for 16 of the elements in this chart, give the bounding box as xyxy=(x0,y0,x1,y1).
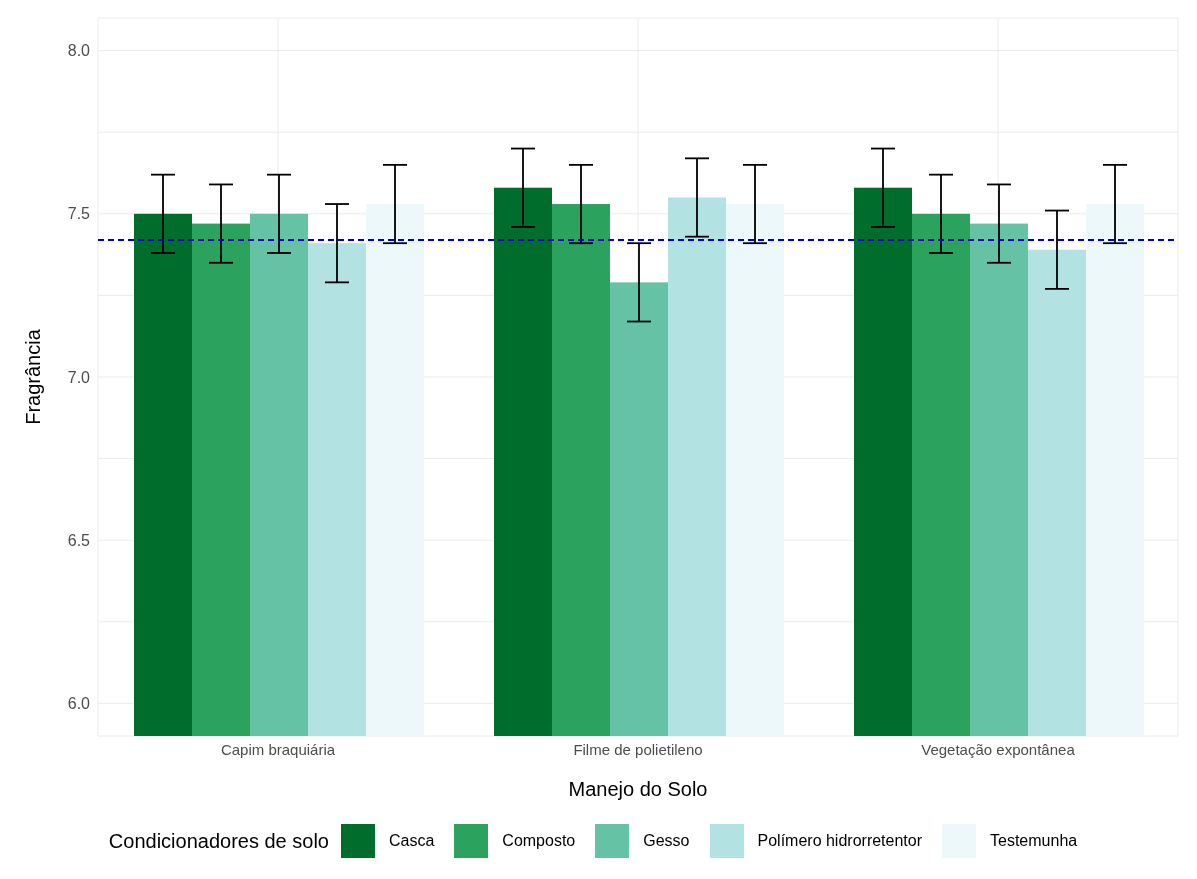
y-tick-label: 7.0 xyxy=(67,368,91,386)
legend-label: Testemunha xyxy=(989,831,1078,851)
x-tick-label: Capim braquiária xyxy=(220,740,336,758)
x-tick-label: Vegetação expontânea xyxy=(921,740,1076,758)
legend-label: Composto xyxy=(501,831,576,851)
y-axis-title: Fragrância xyxy=(22,328,45,425)
legend-label: Polímero hidrorretentor xyxy=(756,831,923,851)
legend-title: Condicionadores de solo xyxy=(108,829,329,853)
y-tick-label: 6.0 xyxy=(67,695,91,713)
y-tick-label: 7.5 xyxy=(67,205,91,223)
legend-label: Casca xyxy=(387,831,435,851)
y-tick-label: 8.0 xyxy=(67,42,91,60)
legend-label: Gesso xyxy=(642,831,690,851)
x-tick-label: Filme de polietileno xyxy=(573,740,703,758)
y-tick-label: 6.5 xyxy=(67,531,91,549)
x-axis-title: Manejo do Solo xyxy=(568,778,708,800)
